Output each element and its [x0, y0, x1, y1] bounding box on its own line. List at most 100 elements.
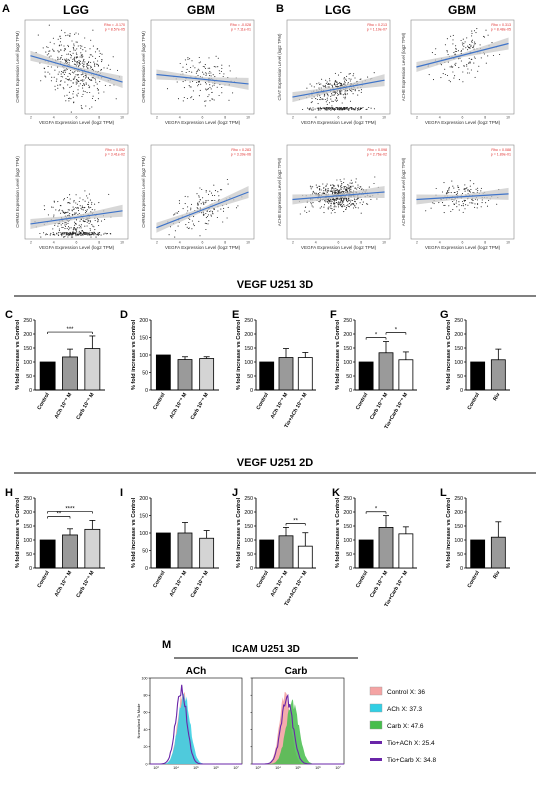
scatter-point	[104, 232, 106, 234]
scatter-point	[66, 68, 68, 71]
scatter-point	[356, 107, 358, 109]
scatter-point	[181, 71, 183, 73]
scatter-point	[71, 232, 74, 234]
scatter-point	[354, 200, 356, 203]
scatter-point	[323, 193, 326, 195]
scatter-point	[95, 234, 97, 236]
scatter-point	[54, 234, 56, 236]
panel-letter-d: D	[120, 309, 128, 321]
scatter-point	[344, 186, 346, 188]
scatter-point	[462, 38, 464, 40]
scatter-point	[306, 211, 308, 214]
scatter-point	[323, 93, 326, 96]
scatter-point	[347, 200, 350, 202]
scatter-point	[370, 107, 372, 109]
scatter-point	[50, 66, 52, 68]
scatter-point	[74, 221, 76, 223]
scatter-point	[39, 232, 41, 235]
scatter-point	[440, 77, 442, 79]
scatter-point	[188, 221, 190, 224]
scatter-point	[96, 87, 98, 89]
bar-ytick-label: 200	[23, 510, 32, 516]
scatter-point	[49, 41, 51, 43]
scatter-point	[75, 233, 77, 235]
scatter-point	[337, 206, 340, 208]
scatter-point	[59, 209, 61, 211]
scatter-point	[333, 83, 336, 85]
scatter-point	[69, 213, 71, 215]
scatter-point	[106, 233, 108, 235]
scatter-point	[67, 211, 69, 213]
scatter-point	[62, 212, 64, 214]
bar-ytick-label: 50	[247, 374, 253, 380]
scatter-stat-rho: Rho = 0.098	[367, 148, 387, 152]
scatter-point	[343, 211, 345, 213]
scatter-point	[177, 98, 180, 100]
scatter-point	[64, 59, 66, 61]
scatter-point	[328, 108, 330, 110]
scatter-point	[334, 212, 336, 214]
scatter-point	[299, 213, 301, 215]
scatter-point	[464, 208, 466, 210]
scatter-stat-rho: Rho = 0.283	[231, 148, 251, 152]
scatter-xtick: 8	[360, 116, 362, 120]
scatter-point	[71, 214, 73, 216]
scatter-point	[196, 81, 198, 83]
bar-ytick-label: 200	[244, 510, 253, 516]
scatter-point	[105, 233, 107, 235]
scatter-point	[103, 233, 105, 235]
bar-ytick-label: 0	[145, 388, 148, 394]
scatter-point	[204, 81, 207, 84]
scatter-point	[190, 66, 192, 69]
scatter-point	[79, 60, 81, 62]
scatter-point	[342, 205, 344, 207]
scatter-point	[331, 208, 333, 210]
scatter-point	[93, 85, 95, 87]
scatter-point	[334, 84, 336, 86]
scatter-xtick: 2	[156, 116, 158, 120]
scatter-xtick: 6	[76, 116, 78, 120]
bar-ytick-label: 0	[29, 566, 32, 572]
scatter-point	[94, 232, 96, 234]
scatter-point	[186, 97, 188, 100]
bar-ytick-label: 150	[23, 524, 32, 530]
scatter-point	[333, 200, 335, 202]
scatter-point	[202, 71, 204, 73]
scatter-point	[48, 53, 50, 55]
scatter-point	[59, 222, 61, 224]
scatter-point	[472, 47, 474, 49]
scatter-point	[70, 55, 73, 57]
histogram: 10³ 10⁴ 10⁵ 10⁶ 10⁷	[250, 677, 345, 770]
scatter-point	[63, 198, 66, 200]
scatter-point	[330, 107, 332, 109]
scatter-point	[221, 92, 223, 94]
scatter-point	[342, 198, 344, 200]
scatter-point	[199, 187, 201, 189]
scatter-point	[476, 199, 478, 201]
scatter-point	[72, 96, 74, 98]
scatter-point	[467, 190, 469, 192]
scatter-point	[339, 189, 341, 191]
scatter-point	[441, 202, 444, 204]
scatter-point	[351, 108, 353, 110]
scatter-point	[197, 68, 199, 70]
scatter-point	[324, 84, 326, 86]
bar-ytick-label: 250	[244, 318, 253, 324]
scatter-point	[474, 206, 476, 208]
scatter-point	[76, 63, 78, 65]
scatter-point	[354, 77, 356, 79]
scatter-point	[350, 187, 352, 189]
scatter-point	[212, 74, 214, 76]
scatter-point	[80, 207, 82, 209]
scatter-point	[186, 68, 188, 70]
scatter-point	[63, 233, 65, 235]
scatter-point	[79, 45, 81, 47]
scatter-point	[84, 200, 86, 202]
scatter-point	[204, 222, 206, 224]
scatter-point	[336, 188, 338, 191]
scatter-point	[360, 199, 363, 201]
scatter-point	[206, 210, 208, 212]
scatter-point	[341, 183, 343, 185]
scatter-point	[71, 210, 73, 212]
